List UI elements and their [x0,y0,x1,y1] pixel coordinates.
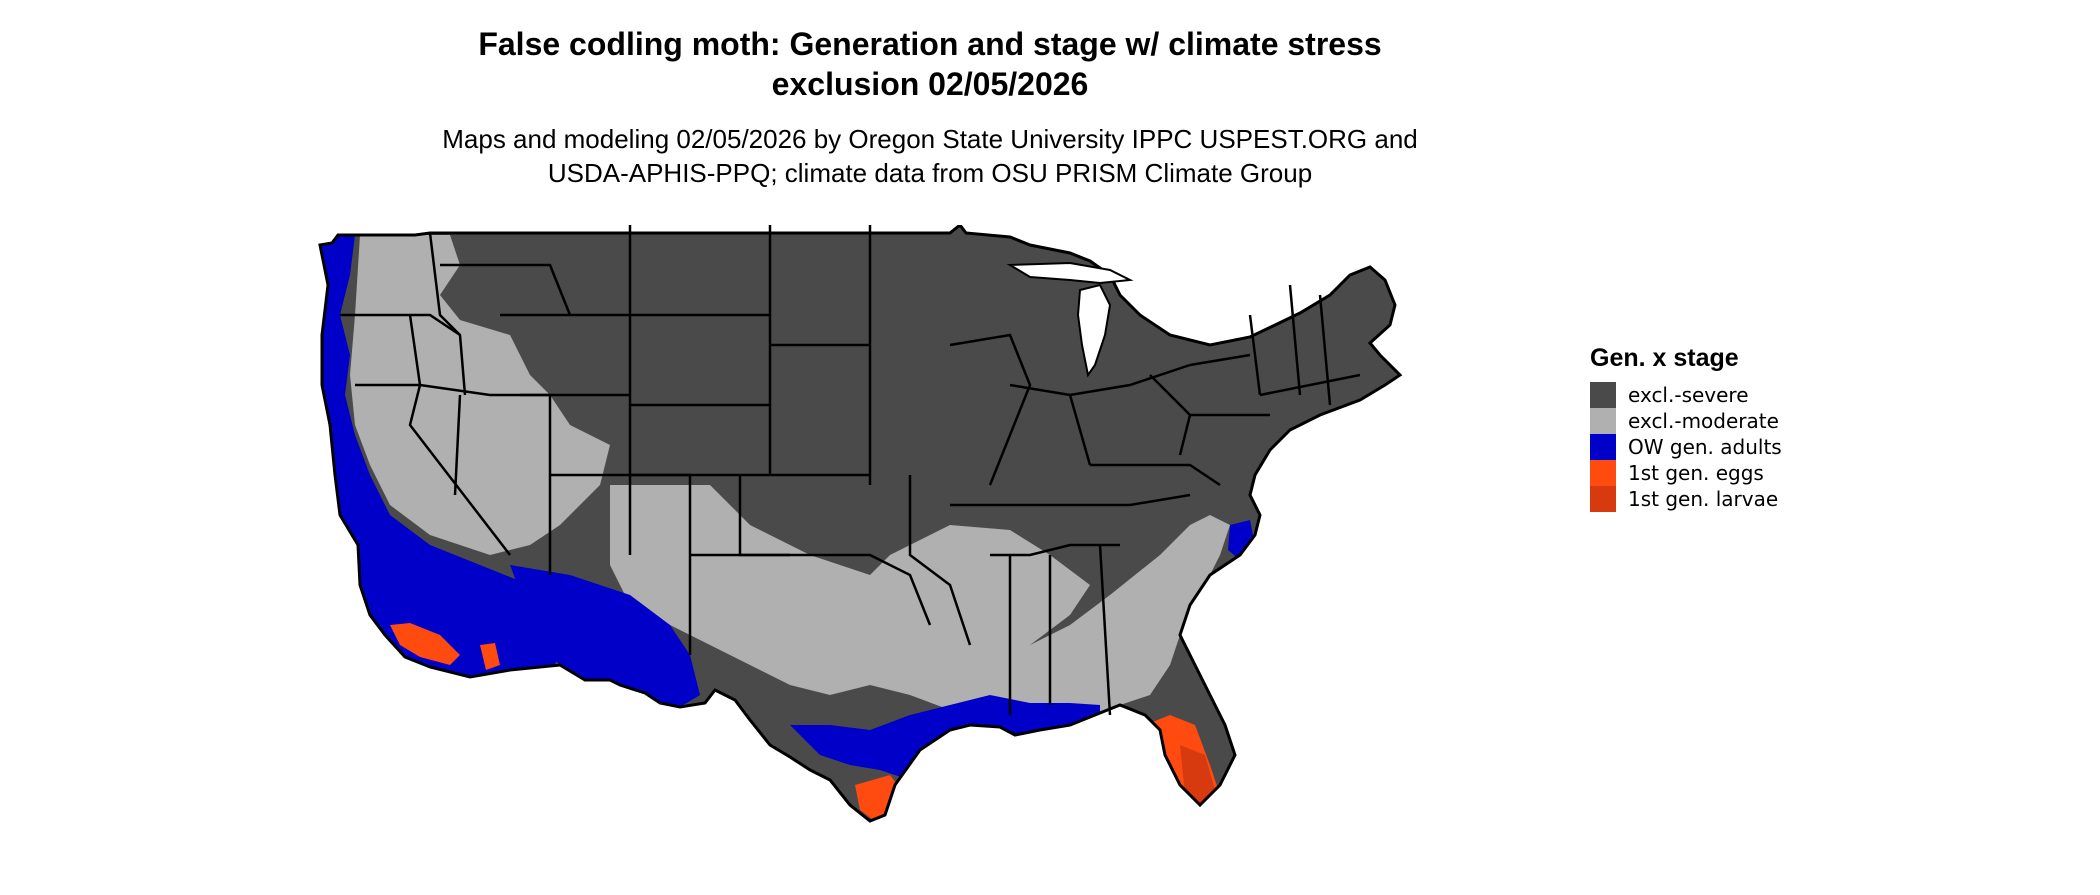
legend-item-1st-gen-eggs: 1st gen. eggs [1590,460,1890,486]
legend-item-excl-severe: excl.-severe [1590,382,1890,408]
map-title: False codling moth: Generation and stage… [0,24,1860,104]
map-subtitle-line-2: USDA-APHIS-PPQ; climate data from OSU PR… [547,158,1313,188]
lake-michigan [1076,283,1112,378]
legend-title: Gen. x stage [1590,344,1739,372]
zone-ow-adults-pacific [320,235,570,677]
legend-item-excl-moderate: excl.-moderate [1590,408,1890,434]
legend-item-ow-gen-adults: OW gen. adults [1590,434,1890,460]
map-subtitle-line-1: Maps and modeling 02/05/2026 by Oregon S… [442,124,1418,154]
legend-label-excl-severe: excl.-severe [1628,383,1749,407]
state-borders [340,225,1361,716]
lake-superior [1006,261,1134,285]
us-map [310,223,1560,890]
zone-gen1-eggs-socal [390,623,460,665]
legend-swatch-1st-gen-eggs [1590,460,1616,486]
legend: Gen. x stage excl.-severe excl.-moderate… [1590,342,1890,512]
zone-ow-adults-arizona [510,565,700,707]
zone-excl-moderate-southwest [610,485,1090,705]
legend-item-1st-gen-larvae: 1st gen. larvae [1590,486,1890,512]
legend-swatch-ow-gen-adults [1590,434,1616,460]
zone-excl-moderate-southeast [910,515,1230,730]
map-title-line-1: False codling moth: Generation and stage… [478,26,1382,62]
map-title-line-2: exclusion 02/05/2026 [771,66,1089,102]
zone-gen1-eggs-az-spot [480,643,500,670]
legend-label-1st-gen-eggs: 1st gen. eggs [1628,461,1764,485]
map-subtitle: Maps and modeling 02/05/2026 by Oregon S… [0,122,1860,190]
legend-label-excl-moderate: excl.-moderate [1628,409,1779,433]
us-map-svg [318,223,1402,823]
legend-label-ow-gen-adults: OW gen. adults [1628,435,1782,459]
legend-swatch-excl-severe [1590,382,1616,408]
legend-swatch-excl-moderate [1590,408,1616,434]
legend-swatch-1st-gen-larvae [1590,486,1616,512]
legend-label-1st-gen-larvae: 1st gen. larvae [1628,487,1779,511]
